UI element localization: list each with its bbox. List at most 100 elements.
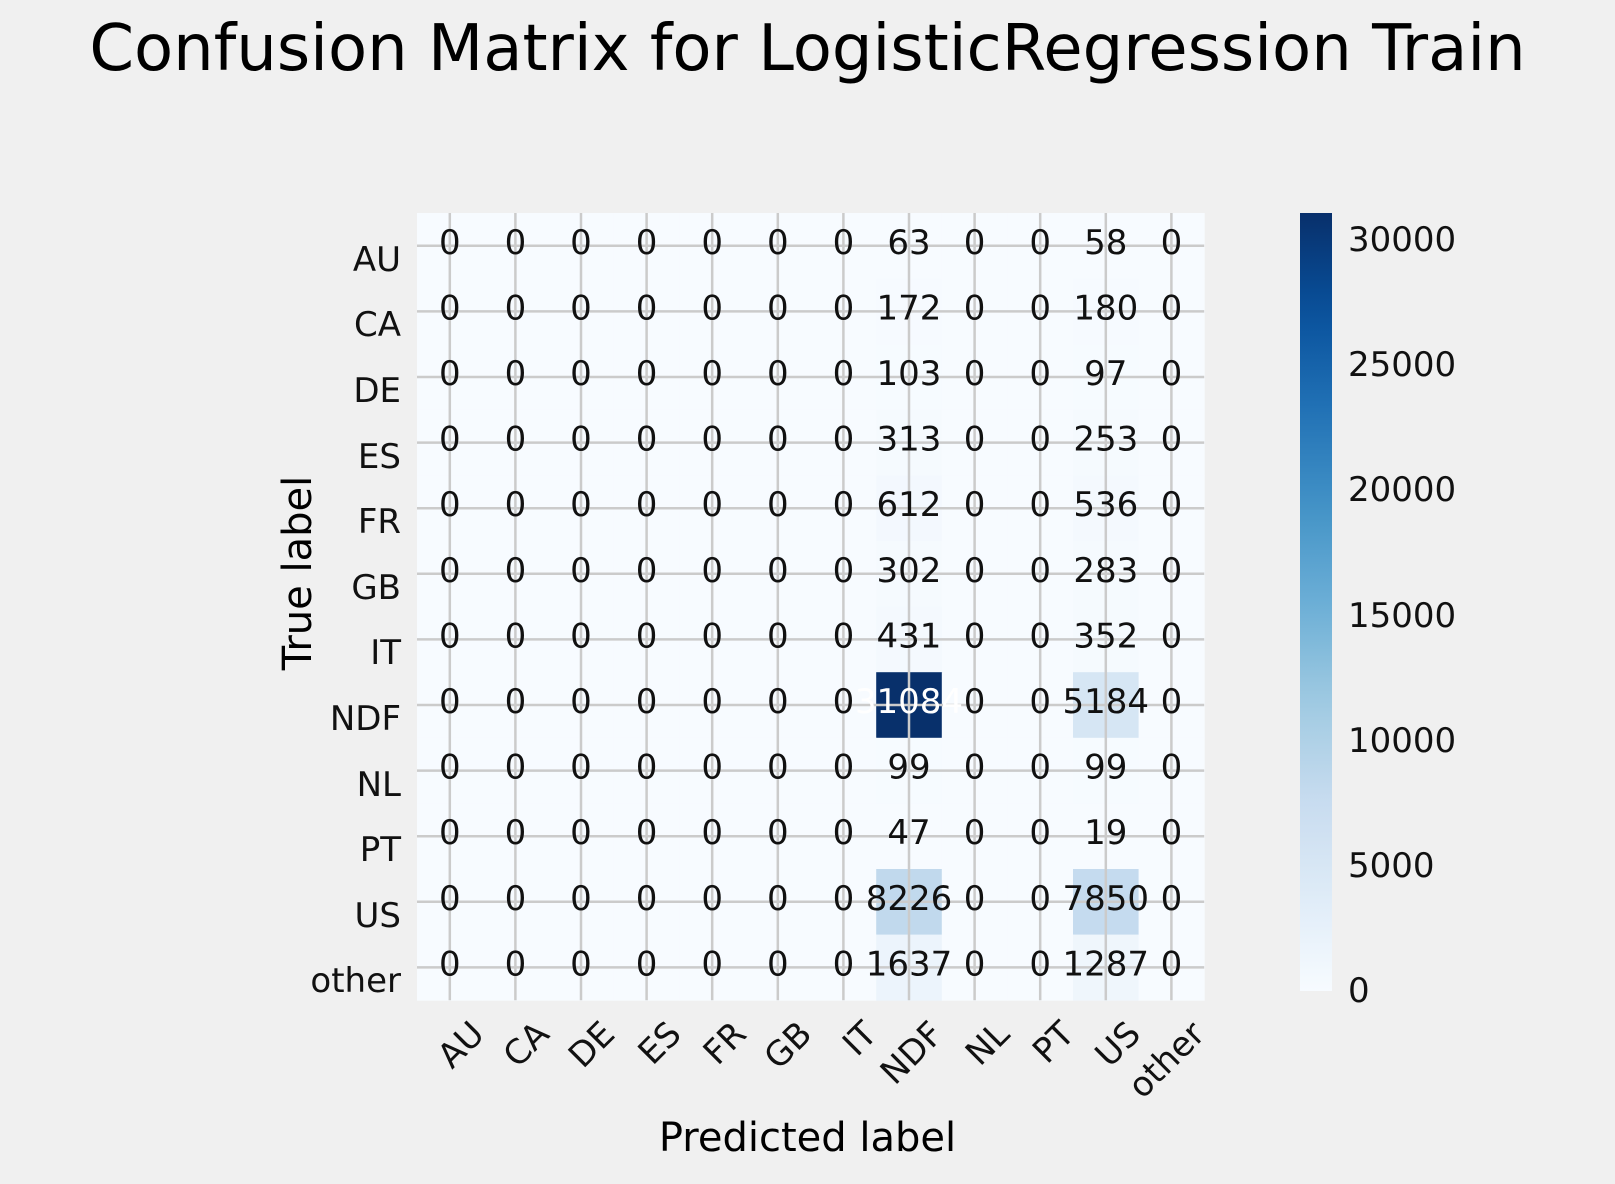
row-label: ES bbox=[357, 436, 401, 477]
cell-value-label: 0 bbox=[439, 288, 461, 328]
colorbar-tick-label: 0 bbox=[1348, 971, 1370, 1011]
cell-value-label: 0 bbox=[964, 485, 986, 525]
cell-value-label: 0 bbox=[439, 616, 461, 656]
cell-value-label: 0 bbox=[701, 616, 723, 656]
cell-value-label: 0 bbox=[701, 485, 723, 525]
cell-value-label: 0 bbox=[701, 551, 723, 591]
cell-value-label: 0 bbox=[767, 813, 789, 853]
cell-value-label: 5184 bbox=[1063, 682, 1150, 722]
cell-value-label: 0 bbox=[570, 748, 592, 788]
grid-lines bbox=[417, 213, 1205, 1001]
cell-value-label: 0 bbox=[636, 616, 658, 656]
row-label: US bbox=[354, 895, 401, 936]
cell-value-label: 0 bbox=[833, 223, 855, 263]
colorbar-tick-label: 15000 bbox=[1348, 595, 1457, 636]
cell-value-label: 0 bbox=[1029, 682, 1051, 722]
cell-value-label: 0 bbox=[439, 420, 461, 460]
cell-value-label: 313 bbox=[877, 420, 942, 460]
cell-value-label: 0 bbox=[636, 551, 658, 591]
cell-value-label: 0 bbox=[505, 944, 527, 984]
cell-value-label: 47 bbox=[887, 813, 930, 853]
cell-value-label: 0 bbox=[1161, 288, 1183, 328]
cell-value-label: 0 bbox=[964, 748, 986, 788]
cell-value-label: 0 bbox=[570, 682, 592, 722]
cell-value-label: 0 bbox=[570, 813, 592, 853]
cell-value-label: 0 bbox=[767, 223, 789, 263]
cell-value-label: 0 bbox=[701, 813, 723, 853]
cell-value-label: 0 bbox=[1029, 748, 1051, 788]
cell-value-label: 0 bbox=[505, 748, 527, 788]
cell-value-label: 0 bbox=[701, 354, 723, 394]
row-label: AU bbox=[352, 239, 401, 280]
cell-value-label: 0 bbox=[505, 682, 527, 722]
cell-value-label: 0 bbox=[964, 682, 986, 722]
cell-value-label: 0 bbox=[964, 551, 986, 591]
cell-value-label: 0 bbox=[1029, 223, 1051, 263]
colorbar-tick-label: 25000 bbox=[1348, 345, 1457, 386]
cell-value-label: 0 bbox=[833, 944, 855, 984]
cell-value-label: 0 bbox=[636, 354, 658, 394]
cell-value-label: 0 bbox=[1029, 288, 1051, 328]
row-label: IT bbox=[370, 633, 401, 674]
row-label: DE bbox=[353, 371, 401, 411]
cell-value-label: 99 bbox=[1084, 748, 1127, 788]
cell-value-label: 180 bbox=[1073, 288, 1138, 328]
cell-value-label: 0 bbox=[505, 223, 527, 263]
colorbar-tick-label: 10000 bbox=[1348, 720, 1457, 761]
cell-value-label: 0 bbox=[701, 682, 723, 722]
cell-value-label: 0 bbox=[570, 551, 592, 591]
cell-value-label: 0 bbox=[833, 616, 855, 656]
cell-value-label: 0 bbox=[767, 354, 789, 394]
cell-value-label: 0 bbox=[636, 420, 658, 460]
cell-value-label: 0 bbox=[636, 813, 658, 853]
cell-value-label: 31084 bbox=[855, 682, 963, 722]
cell-value-label: 0 bbox=[439, 223, 461, 263]
cell-value-label: 0 bbox=[1161, 551, 1183, 591]
cell-value-label: 0 bbox=[767, 485, 789, 525]
cell-value-label: 0 bbox=[1161, 813, 1183, 853]
colorbar-tick-label: 5000 bbox=[1348, 845, 1435, 886]
cell-value-label: 0 bbox=[833, 485, 855, 525]
cell-value-label: 0 bbox=[701, 420, 723, 460]
cell-value-label: 0 bbox=[636, 223, 658, 263]
cell-value-label: 0 bbox=[636, 944, 658, 984]
cell-value-label: 0 bbox=[505, 485, 527, 525]
cell-value-label: 0 bbox=[570, 879, 592, 919]
cell-value-label: 253 bbox=[1073, 420, 1138, 460]
cell-value-label: 0 bbox=[505, 879, 527, 919]
cell-value-label: 19 bbox=[1084, 813, 1127, 853]
row-label: PT bbox=[359, 830, 401, 871]
row-label: CA bbox=[354, 305, 401, 346]
cell-value-label: 0 bbox=[570, 354, 592, 394]
cell-value-label: 612 bbox=[877, 485, 942, 525]
cell-value-label: 0 bbox=[701, 879, 723, 919]
cell-value-label: 0 bbox=[767, 420, 789, 460]
row-label: NL bbox=[356, 764, 401, 805]
cell-value-label: 0 bbox=[1029, 879, 1051, 919]
cell-value-label: 0 bbox=[570, 485, 592, 525]
cell-value-label: 0 bbox=[1029, 944, 1051, 984]
cell-value-label: 0 bbox=[439, 748, 461, 788]
cell-value-label: 8226 bbox=[866, 879, 953, 919]
cell-value-label: 7850 bbox=[1063, 879, 1150, 919]
cell-value-label: 0 bbox=[833, 682, 855, 722]
cell-value-label: 0 bbox=[439, 551, 461, 591]
cell-value-label: 0 bbox=[767, 682, 789, 722]
cell-value-label: 0 bbox=[701, 944, 723, 984]
row-label: FR bbox=[357, 502, 401, 543]
cell-value-label: 0 bbox=[1161, 485, 1183, 525]
cell-value-label: 0 bbox=[767, 551, 789, 591]
cell-value-label: 536 bbox=[1073, 485, 1138, 525]
cell-value-label: 0 bbox=[439, 879, 461, 919]
cell-value-label: 352 bbox=[1073, 616, 1138, 656]
colorbar-tick-label: 20000 bbox=[1348, 470, 1457, 511]
cell-value-label: 0 bbox=[833, 354, 855, 394]
cell-value-label: 0 bbox=[1029, 485, 1051, 525]
cell-value-label: 0 bbox=[636, 682, 658, 722]
cell-value-label: 0 bbox=[570, 420, 592, 460]
cell-value-label: 0 bbox=[833, 420, 855, 460]
cell-value-label: 0 bbox=[1161, 616, 1183, 656]
cell-value-label: 0 bbox=[701, 223, 723, 263]
cell-value-label: 0 bbox=[767, 288, 789, 328]
